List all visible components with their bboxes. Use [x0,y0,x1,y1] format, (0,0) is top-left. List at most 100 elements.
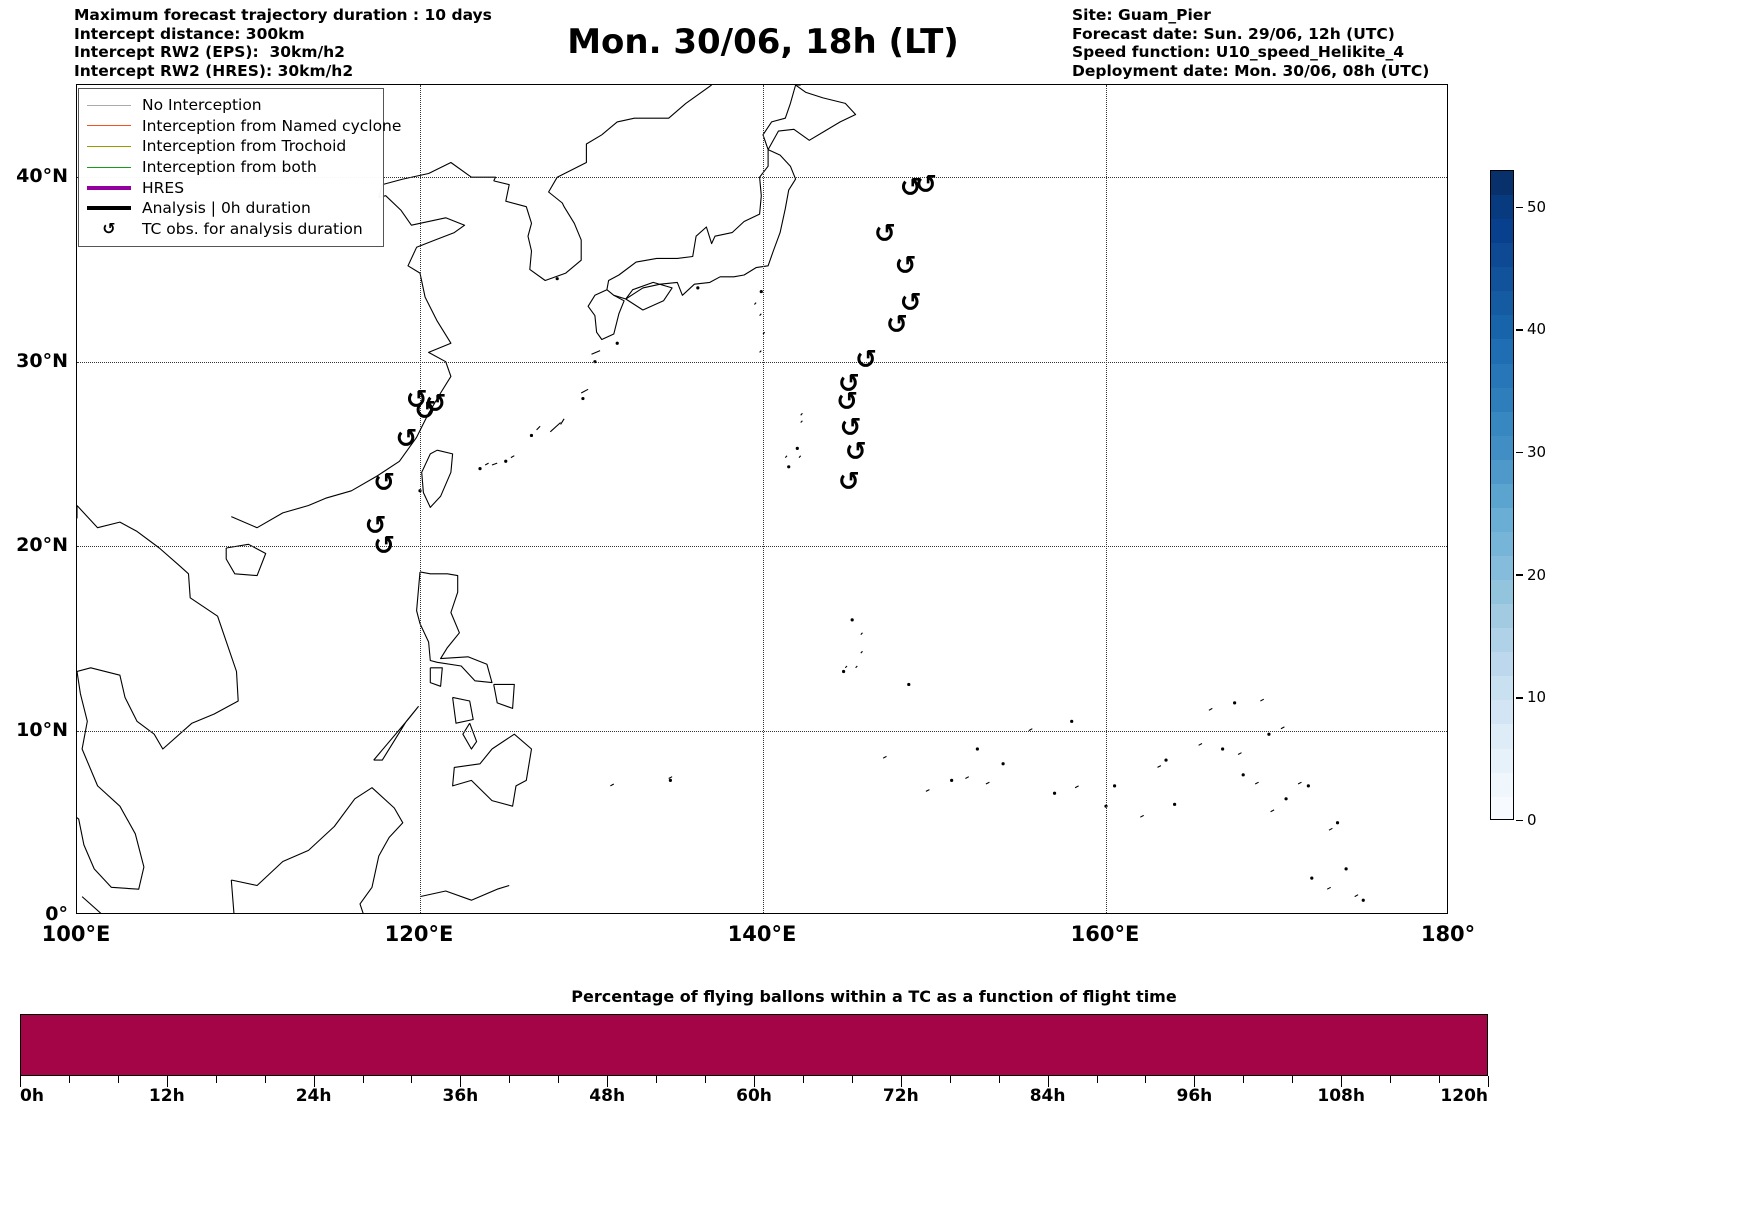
percentage-axis-tick [900,1076,902,1087]
latitude-tick-label: 0° [45,903,68,925]
header-line: Speed function: U10_speed_Helikite_4 [1072,43,1405,61]
colorbar-segment [1491,676,1513,701]
map-legend[interactable]: No Interception Interception from Named c… [78,88,401,248]
latitude-tick-label: 40°N [16,165,68,188]
legend-item[interactable]: Analysis | 0h duration [87,198,375,219]
tc-marker: ↺ [364,510,387,541]
percentage-bar-title: Percentage of flying ballons within a TC… [571,987,1177,1006]
header-line: Maximum forecast trajectory duration : 1… [74,6,492,24]
header-line: Deployment date: Mon. 30/06, 08h (UTC) [1072,61,1430,80]
percentage-axis-tick [20,1076,21,1087]
tc-marker: ↺ [854,344,877,375]
colorbar-segment [1491,219,1513,244]
tc-marker: ↺ [899,173,922,204]
colorbar-gradient [1490,170,1514,820]
colorbar-segment [1491,171,1513,196]
percentage-axis-tick [117,1076,119,1083]
legend-item[interactable]: ↺ TC obs. for analysis duration [87,219,375,240]
legend-item[interactable]: Interception from Trochoid [87,136,375,157]
tc-marker: ↺ [894,250,917,281]
legend-item-label: Interception from Named cyclone [142,116,402,135]
longitude-tick-label: 160°E [1070,922,1140,946]
colorbar-segment [1491,435,1513,460]
colorbar-segment [1491,748,1513,773]
percentage-axis-tick [411,1076,413,1083]
percentage-axis-tick [802,1076,804,1083]
colorbar-segment [1491,387,1513,412]
colorbar: 10 20 30 40 50 0 [1490,170,1546,829]
percentage-axis-tick [313,1076,315,1087]
colorbar-tick-label: 30 [1516,443,1546,461]
legend-item-label: Interception from both [142,158,317,177]
percentage-axis-tick [1341,1076,1343,1087]
colorbar-segment [1491,604,1513,629]
tc-marker-icon: ↺ [102,218,116,238]
legend-item-label: No Interception [142,96,262,115]
colorbar-segment [1491,267,1513,292]
tc-marker: ↺ [885,309,908,340]
percentage-axis-tick [1488,1076,1489,1087]
latitude-tick-label: 10°N [16,718,68,741]
legend-item[interactable]: Interception from Named cyclone [87,116,401,137]
tc-marker: ↺ [405,385,428,416]
percentage-axis-tick [509,1076,511,1083]
percentage-axis-tick [998,1076,1000,1083]
tc-marker: ↺ [424,389,447,420]
gridline-lon [763,85,764,913]
legend-color-swatch [87,206,131,211]
legend-item-label: Analysis | 0h duration [142,199,311,218]
colorbar-segment [1491,195,1513,220]
legend-item-label: TC obs. for analysis duration [142,219,363,238]
percentage-axis-tick [1243,1076,1245,1083]
legend-item[interactable]: Interception from both [87,157,375,178]
header-right-info: Site: Guam_Pier Forecast date: Sun. 29/06… [1072,6,1429,80]
percentage-axis-tick [754,1076,755,1087]
legend-color-swatch [87,104,131,106]
colorbar-segment [1491,796,1513,819]
colorbar-segment [1491,724,1513,749]
percentage-axis-tick [607,1076,609,1087]
legend-item-label: Interception from Trochoid [142,137,347,156]
percentage-axis-label: 60h [736,1086,772,1106]
header-line: Site: Guam_Pier [1072,6,1211,24]
colorbar-segment [1491,339,1513,364]
tc-marker: ↺ [839,413,862,444]
percentage-axis-tick [1047,1076,1049,1087]
tc-marker: ↺ [915,169,937,200]
latitude-tick-label: 20°N [16,534,68,557]
legend-item[interactable]: HRES [87,177,375,198]
colorbar-tick-label: 40 [1516,320,1546,338]
longitude-tick-label: 140°E [727,922,797,946]
percentage-axis-tick [166,1076,168,1087]
colorbar-segment [1491,363,1513,388]
gridline-lat [77,546,1447,548]
gridline-lon [420,85,421,913]
header-left-info: Maximum forecast trajectory duration : 1… [74,6,492,80]
colorbar-segment [1491,507,1513,532]
percentage-axis-tick [264,1076,266,1083]
longitude-tick-label: 120°E [384,922,454,946]
legend-color-swatch [87,166,131,168]
colorbar-segment [1491,459,1513,484]
longitude-tick-label: 180° [1420,922,1476,946]
percentage-axis-tick [68,1076,70,1083]
tc-marker: ↺ [373,531,395,562]
colorbar-segment [1491,243,1513,268]
gridline-lat [77,361,1447,363]
gridline-lon [1106,85,1107,913]
colorbar-segment [1491,556,1513,581]
percentage-axis-tick [460,1076,462,1087]
header-line: Intercept RW2 (EPS): 30km/h2 [74,43,345,61]
percentage-axis-tick [362,1076,364,1083]
legend-item-label: HRES [142,178,185,197]
percentage-axis-label: 48h [589,1086,626,1106]
percentage-axis-tick [705,1076,707,1083]
latitude-tick-label: 30°N [16,349,68,372]
colorbar-segment [1491,531,1513,556]
legend-item[interactable]: No Interception [87,95,375,116]
percentage-axis-label: 12h [148,1086,185,1106]
colorbar-tick-label: 0 [1516,811,1537,829]
colorbar-segment [1491,700,1513,725]
colorbar-segment [1491,772,1513,797]
percentage-axis-label: 0h [20,1086,44,1106]
